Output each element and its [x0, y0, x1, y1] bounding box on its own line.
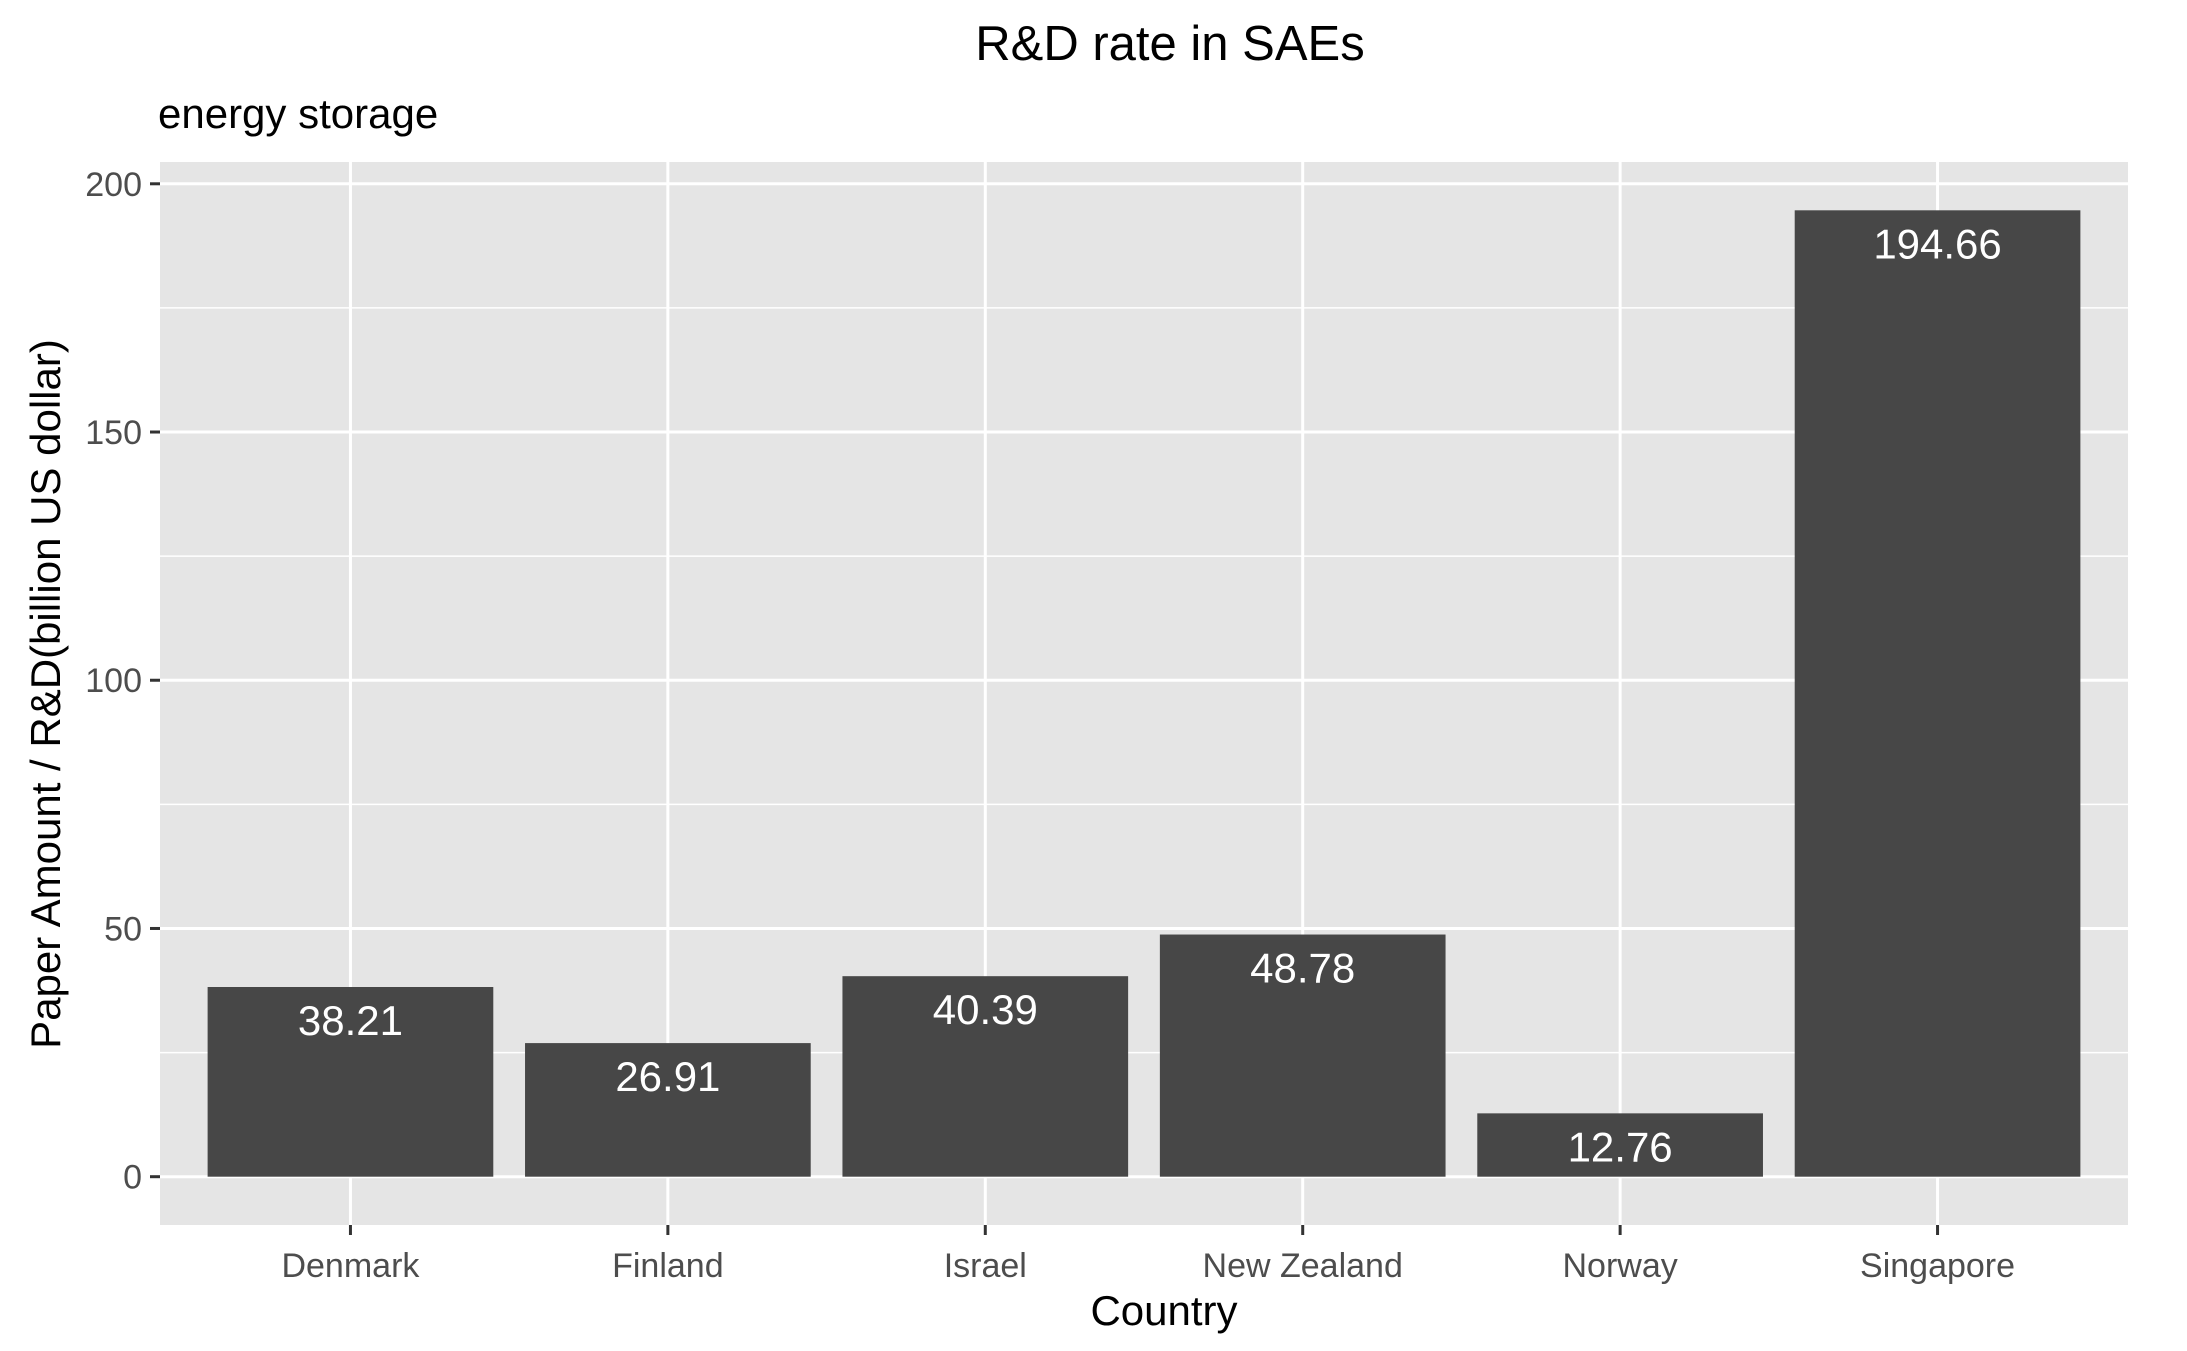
x-tick-label: Norway — [1563, 1247, 1678, 1285]
data-label: 38.21 — [298, 997, 403, 1044]
bars: 38.21 26.91 40.39 48.78 12.76 194.66 — [207, 210, 2081, 1177]
x-tick-label: Denmark — [281, 1247, 420, 1285]
y-axis: 0 50 100 150 200 — [85, 166, 160, 1197]
x-tick-label: Singapore — [1860, 1247, 2015, 1285]
x-tick-label: Finland — [612, 1247, 724, 1285]
y-axis-title: Paper Amount / R&D(billion US dollar) — [22, 339, 69, 1049]
x-tick-label: Israel — [944, 1247, 1027, 1285]
chart-subtitle: energy storage — [158, 90, 438, 137]
x-axis: Denmark Finland Israel New Zealand Norway Sin… — [281, 1225, 2015, 1285]
x-tick-label: New Zealand — [1203, 1247, 1403, 1285]
bar-norway — [1477, 1113, 1763, 1177]
y-tick-label: 0 — [123, 1159, 142, 1197]
data-label: 26.91 — [615, 1053, 720, 1100]
y-tick-label: 200 — [85, 166, 142, 204]
y-tick-label: 50 — [104, 910, 142, 948]
x-axis-title: Country — [1090, 1287, 1237, 1334]
bar-israel — [842, 976, 1129, 1177]
y-tick-label: 100 — [85, 662, 142, 700]
bar-finland — [525, 1043, 811, 1177]
bar-singapore — [1794, 210, 2081, 1177]
chart-title: R&D rate in SAEs — [975, 17, 1364, 71]
y-tick-label: 150 — [85, 414, 142, 452]
data-label: 194.66 — [1873, 220, 2001, 267]
data-label: 40.39 — [933, 986, 1038, 1033]
bar-denmark — [207, 987, 494, 1177]
data-label: 48.78 — [1250, 945, 1355, 992]
data-label: 12.76 — [1568, 1123, 1673, 1170]
bar-new-zealand — [1159, 934, 1446, 1177]
